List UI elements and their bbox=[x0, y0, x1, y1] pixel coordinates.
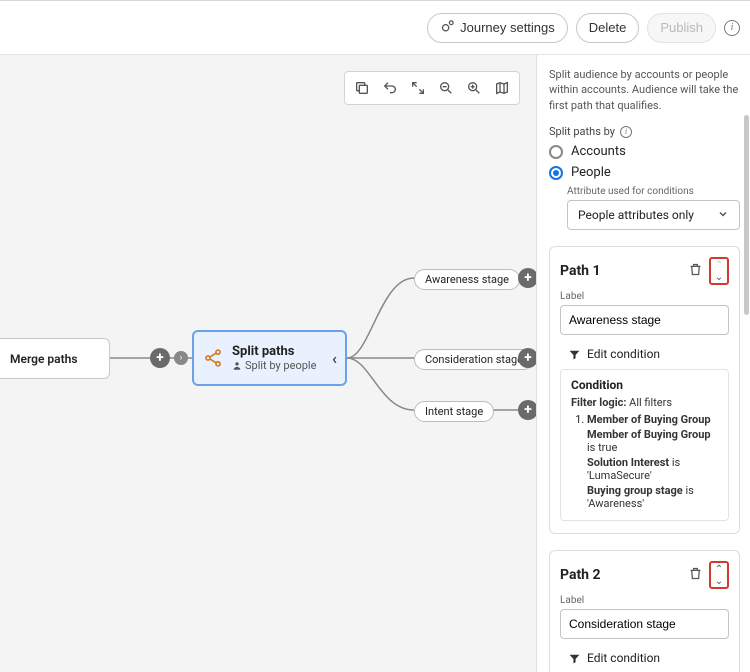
move-up-icon: ⌃ bbox=[711, 259, 727, 271]
path-label-input[interactable] bbox=[560, 305, 729, 335]
publish-label: Publish bbox=[660, 20, 703, 35]
label-field-label: Label bbox=[560, 595, 729, 606]
journey-settings-label: Journey settings bbox=[460, 20, 555, 35]
reorder-control: ⌃ ⌄ bbox=[709, 561, 729, 589]
zoom-out-icon[interactable] bbox=[433, 76, 459, 100]
path-label-intent[interactable]: Intent stage bbox=[414, 401, 494, 422]
filter-icon bbox=[568, 652, 581, 665]
journey-settings-button[interactable]: Journey settings bbox=[427, 13, 568, 43]
copy-icon[interactable] bbox=[349, 76, 375, 100]
attribute-select-field: Attribute used for conditions People att… bbox=[567, 186, 740, 230]
path-card-2: Path 2 ⌃ ⌄ Label Edit condition Con bbox=[549, 550, 740, 672]
move-down-icon[interactable]: ⌄ bbox=[711, 575, 727, 587]
undo-icon[interactable] bbox=[377, 76, 403, 100]
radio-icon bbox=[549, 166, 563, 180]
radio-people-label: People bbox=[571, 165, 611, 180]
topbar: Journey settings Delete Publish i bbox=[0, 0, 750, 55]
delete-button[interactable]: Delete bbox=[576, 13, 640, 43]
merge-paths-node[interactable]: Merge paths bbox=[0, 338, 110, 379]
split-icon bbox=[202, 347, 224, 369]
add-node-button[interactable]: + bbox=[518, 400, 538, 420]
reorder-control: ⌃ ⌄ bbox=[709, 257, 729, 285]
radio-people[interactable]: People bbox=[549, 165, 740, 180]
merge-node-label: Merge paths bbox=[10, 352, 78, 366]
label-field-label: Label bbox=[560, 291, 729, 302]
info-icon[interactable]: i bbox=[724, 20, 740, 36]
zoom-in-icon[interactable] bbox=[461, 76, 487, 100]
properties-panel: Split audience by accounts or people wit… bbox=[536, 55, 750, 672]
move-down-icon[interactable]: ⌄ bbox=[711, 271, 727, 283]
journey-canvas[interactable]: Merge paths + › Split paths Split by peo… bbox=[0, 55, 540, 672]
move-up-icon[interactable]: ⌃ bbox=[711, 563, 727, 575]
map-icon[interactable] bbox=[489, 76, 515, 100]
path-label-consideration[interactable]: Consideration stage bbox=[414, 349, 534, 370]
path-card-1: Path 1 ⌃ ⌄ Label Edit condition Con bbox=[549, 246, 740, 534]
panel-scrollbar[interactable] bbox=[744, 115, 749, 315]
radio-accounts-label: Accounts bbox=[571, 144, 626, 159]
panel-description: Split audience by accounts or people wit… bbox=[549, 67, 740, 113]
path-title: Path 2 bbox=[560, 567, 601, 583]
filter-icon bbox=[568, 348, 581, 361]
edit-condition-button[interactable]: Edit condition bbox=[568, 651, 729, 665]
edit-condition-button[interactable]: Edit condition bbox=[568, 347, 729, 361]
attribute-select-value: People attributes only bbox=[578, 208, 694, 222]
split-node-title: Split paths bbox=[232, 344, 316, 359]
attribute-select[interactable]: People attributes only bbox=[567, 200, 740, 230]
condition-box: Condition Filter logic: All filters Memb… bbox=[560, 369, 729, 521]
path-label-input[interactable] bbox=[560, 609, 729, 639]
connector-icon: › bbox=[174, 351, 188, 365]
radio-accounts[interactable]: Accounts bbox=[549, 144, 740, 159]
add-node-button[interactable]: + bbox=[518, 348, 538, 368]
gear-icon bbox=[440, 19, 455, 37]
delete-label: Delete bbox=[589, 20, 627, 35]
split-paths-node[interactable]: Split paths Split by people ‹ bbox=[192, 330, 347, 386]
chevron-left-icon[interactable]: ‹ bbox=[332, 349, 337, 368]
person-icon bbox=[232, 361, 242, 371]
split-by-label: Split paths by i bbox=[549, 125, 740, 138]
delete-path-icon[interactable] bbox=[688, 566, 703, 585]
path-label-awareness[interactable]: Awareness stage bbox=[414, 269, 520, 290]
chevron-down-icon bbox=[717, 208, 729, 223]
info-icon[interactable]: i bbox=[620, 126, 632, 138]
condition-title: Condition bbox=[571, 378, 718, 392]
add-node-button[interactable]: + bbox=[518, 268, 538, 288]
publish-button: Publish bbox=[647, 13, 716, 43]
delete-path-icon[interactable] bbox=[688, 262, 703, 281]
path-title: Path 1 bbox=[560, 263, 601, 279]
fit-icon[interactable] bbox=[405, 76, 431, 100]
split-node-subtitle: Split by people bbox=[232, 359, 316, 372]
attribute-select-label: Attribute used for conditions bbox=[567, 186, 740, 197]
workspace: Merge paths + › Split paths Split by peo… bbox=[0, 55, 750, 672]
canvas-toolbar bbox=[344, 71, 520, 105]
add-node-button[interactable]: + bbox=[150, 348, 170, 368]
condition-rule: Member of Buying Group Member of Buying … bbox=[587, 413, 718, 510]
radio-icon bbox=[549, 145, 563, 159]
split-node-text: Split paths Split by people bbox=[232, 344, 316, 372]
